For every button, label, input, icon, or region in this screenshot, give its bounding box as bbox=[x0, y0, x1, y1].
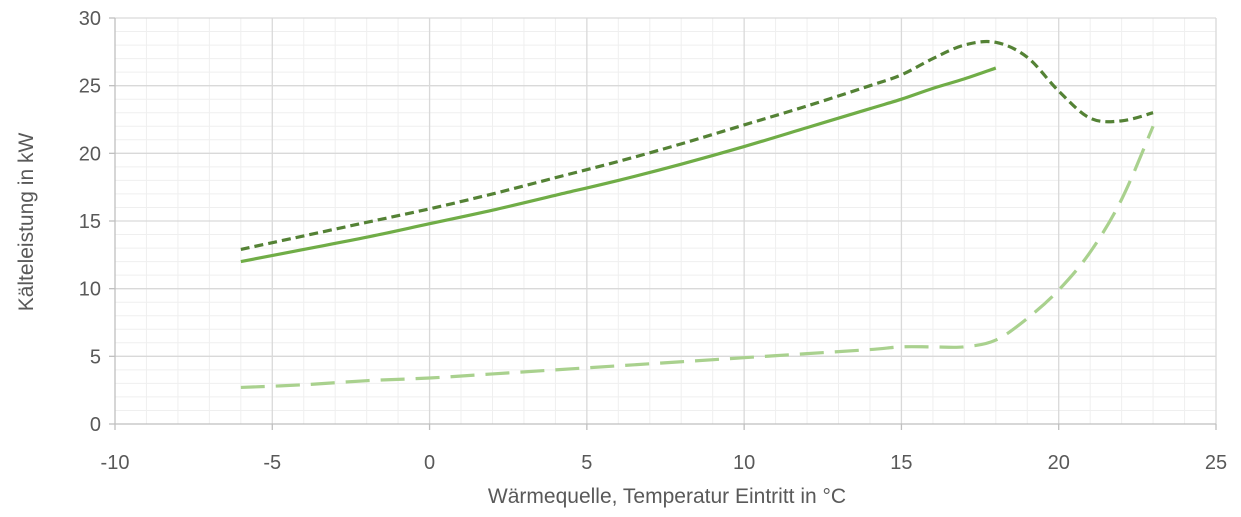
y-tick-label: 30 bbox=[79, 8, 101, 30]
axes bbox=[109, 17, 1217, 430]
data-series bbox=[240, 39, 1155, 390]
x-tick-label: 20 bbox=[1048, 452, 1070, 474]
x-tick-labels: -10 -5 0 5 10 15 20 25 bbox=[101, 452, 1228, 474]
y-tick-label: 20 bbox=[79, 143, 101, 165]
x-axis-title: Wärmequelle, Temperatur Eintritt in °C bbox=[488, 485, 846, 508]
x-tick-label: 10 bbox=[733, 452, 755, 474]
y-tick-label: 25 bbox=[79, 76, 101, 98]
y-axis-title: Kälteleistung in kW bbox=[15, 133, 38, 312]
series-line-1-dashed bbox=[240, 39, 1154, 251]
x-tick-label: -5 bbox=[263, 452, 281, 474]
x-tick-label: 15 bbox=[890, 452, 912, 474]
major-gridlines bbox=[115, 17, 1217, 424]
x-tick-label: 0 bbox=[424, 452, 435, 474]
x-tick-label: -10 bbox=[101, 452, 130, 474]
y-tick-label: 0 bbox=[90, 414, 101, 436]
y-tick-label: 5 bbox=[90, 346, 101, 368]
series-line-3-longdash bbox=[240, 125, 1155, 390]
y-tick-labels: 0 5 10 15 20 25 30 bbox=[79, 8, 101, 436]
y-tick-label: 10 bbox=[79, 279, 101, 301]
x-tick-label: 5 bbox=[581, 452, 592, 474]
y-tick-label: 15 bbox=[79, 211, 101, 233]
series-line-2-solid bbox=[240, 66, 997, 264]
x-tick-label: 25 bbox=[1205, 452, 1227, 474]
